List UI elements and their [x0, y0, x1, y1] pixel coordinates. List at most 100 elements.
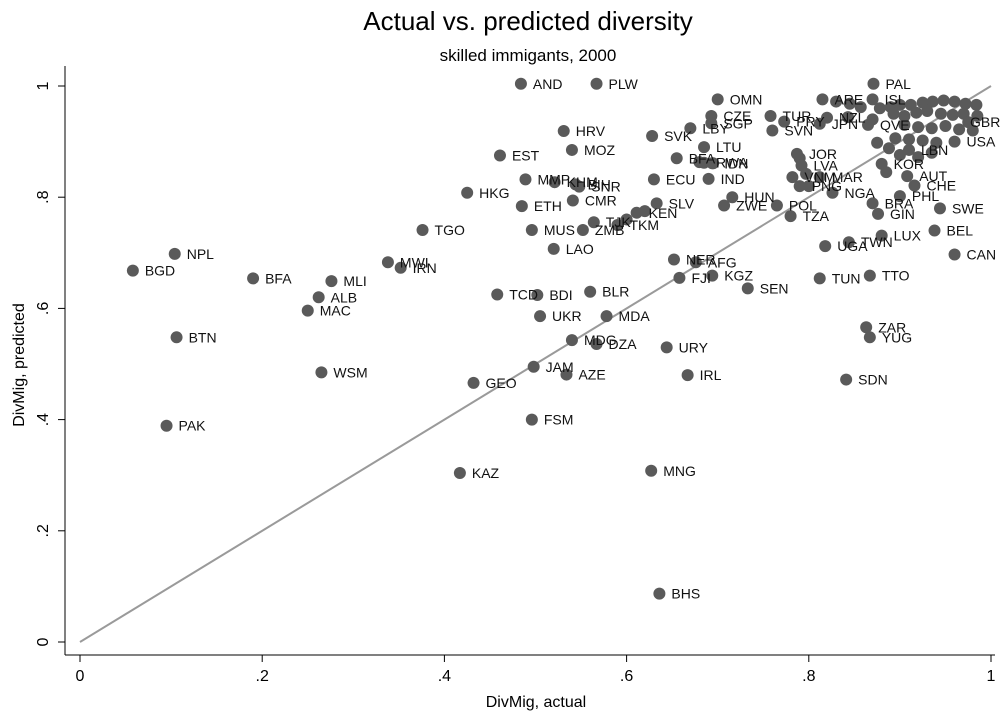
- point-label: PAK: [179, 418, 207, 434]
- data-point: [939, 120, 952, 133]
- data-point: [741, 282, 754, 295]
- data-point: [910, 106, 923, 119]
- point-label: PRY: [796, 114, 825, 130]
- data-point: [959, 97, 972, 110]
- data-point: [168, 247, 181, 260]
- chart-subtitle: skilled immigants, 2000: [440, 46, 617, 65]
- data-point: [587, 216, 600, 229]
- data-point: [706, 269, 719, 282]
- data-point: [826, 186, 839, 199]
- point-label: EST: [512, 148, 540, 164]
- data-point: [893, 190, 906, 203]
- data-point: [590, 337, 603, 350]
- data-point: [786, 171, 799, 184]
- point-label: ETH: [534, 198, 562, 214]
- data-point: [525, 413, 538, 426]
- data-point: [948, 135, 961, 148]
- data-point: [493, 149, 506, 162]
- point-label: NZL: [839, 110, 866, 126]
- data-point: [770, 199, 783, 212]
- data-point: [903, 133, 916, 146]
- data-point: [953, 123, 966, 136]
- point-label: BHS: [671, 586, 700, 602]
- point-label: IRN: [413, 260, 437, 276]
- data-point: [325, 275, 338, 288]
- data-point: [705, 117, 718, 130]
- point-label: CHE: [926, 178, 956, 194]
- data-point: [247, 272, 260, 285]
- point-label: GEO: [486, 375, 517, 391]
- data-point: [764, 110, 777, 123]
- point-label: FJI: [691, 270, 710, 286]
- data-point: [600, 310, 613, 323]
- data-point: [916, 134, 929, 147]
- data-point: [560, 368, 573, 381]
- point-label: LVA: [814, 158, 839, 174]
- point-labels-group: AND PLW PAL OMN ARE ISL CZE TUR NZL SGP PRY JPN SVN Q…: [145, 76, 1001, 602]
- data-point: [898, 118, 911, 131]
- data-point: [930, 136, 943, 149]
- point-label: BRA: [885, 195, 914, 211]
- point-label: ECU: [666, 171, 696, 187]
- data-point: [647, 173, 660, 186]
- points-group: [126, 77, 984, 600]
- point-label: URY: [679, 339, 709, 355]
- data-point: [813, 272, 826, 285]
- point-label: ZWE: [736, 198, 767, 214]
- point-label: WSM: [333, 364, 367, 380]
- data-point: [830, 95, 843, 108]
- point-label: AUT: [919, 168, 947, 184]
- point-label: JPN: [832, 116, 858, 132]
- point-label: BFA: [689, 150, 716, 166]
- point-label: HKG: [479, 185, 509, 201]
- point-label: LTU: [716, 139, 741, 155]
- data-point: [866, 197, 879, 210]
- point-label: NER: [686, 251, 716, 267]
- data-point: [576, 224, 589, 237]
- point-label: UKR: [552, 308, 582, 324]
- x-axis-title: DivMig, actual: [486, 694, 586, 711]
- data-point: [650, 197, 663, 210]
- point-label: MWI: [400, 254, 429, 270]
- point-label: PNG: [812, 178, 842, 194]
- point-label: BDI: [549, 287, 572, 303]
- data-point: [928, 224, 941, 237]
- data-point: [525, 224, 538, 237]
- data-point: [312, 291, 325, 304]
- y-axis-title: DivMig, predicted: [11, 303, 28, 427]
- y-tick-label: .8: [35, 190, 52, 203]
- data-point: [645, 464, 658, 477]
- point-label: ARE: [834, 91, 863, 107]
- point-label: TJK: [606, 214, 632, 230]
- data-point: [872, 207, 885, 220]
- point-label: SVN: [784, 122, 813, 138]
- data-point: [531, 289, 544, 302]
- point-label: IRL: [700, 367, 722, 383]
- point-label: ALB: [331, 289, 357, 305]
- data-point: [921, 105, 934, 118]
- data-point: [816, 93, 829, 106]
- point-label: JOR: [809, 146, 837, 162]
- point-label: MMP: [537, 171, 570, 187]
- point-label: TUR: [783, 108, 812, 124]
- data-point: [862, 118, 875, 131]
- data-point: [843, 97, 856, 110]
- point-label: HUN: [744, 189, 774, 205]
- x-tick-label: .2: [256, 668, 269, 685]
- point-label: MOZ: [584, 142, 616, 158]
- data-point: [962, 116, 975, 129]
- point-label: KOR: [894, 156, 924, 172]
- chart-title: Actual vs. predicted diversity: [363, 6, 692, 36]
- point-label: TKM: [629, 217, 659, 233]
- point-label: KEN: [649, 205, 678, 221]
- data-point: [653, 587, 666, 600]
- axes: 0 .2 .4 .6 .8 1 0 .2 .4 .6 .8 1: [35, 66, 996, 685]
- data-point: [813, 117, 826, 130]
- data-point: [660, 341, 673, 354]
- data-point: [170, 331, 183, 344]
- point-label: DZA: [609, 336, 638, 352]
- point-label: OMN: [730, 91, 763, 107]
- data-point: [514, 77, 527, 90]
- point-label: SGP: [723, 115, 753, 131]
- point-label: ZMB: [595, 222, 625, 238]
